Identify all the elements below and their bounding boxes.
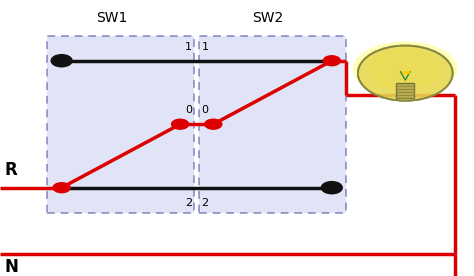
Text: 0: 0 [185, 105, 192, 115]
Circle shape [51, 55, 72, 67]
Text: 2: 2 [185, 198, 192, 208]
Circle shape [172, 119, 189, 129]
Circle shape [205, 119, 222, 129]
Text: SW1: SW1 [96, 11, 127, 25]
FancyBboxPatch shape [47, 36, 194, 213]
Ellipse shape [370, 48, 441, 90]
Circle shape [53, 183, 70, 193]
Text: 1: 1 [201, 42, 209, 52]
Text: SW2: SW2 [252, 11, 283, 25]
Text: R: R [5, 161, 18, 179]
FancyBboxPatch shape [199, 36, 346, 213]
Text: 0: 0 [201, 105, 209, 115]
Ellipse shape [353, 41, 457, 97]
Circle shape [358, 46, 453, 101]
Circle shape [323, 56, 340, 66]
FancyBboxPatch shape [396, 83, 414, 98]
Text: 1: 1 [185, 42, 192, 52]
Circle shape [321, 182, 342, 194]
Text: N: N [5, 258, 18, 276]
Text: 2: 2 [201, 198, 209, 208]
